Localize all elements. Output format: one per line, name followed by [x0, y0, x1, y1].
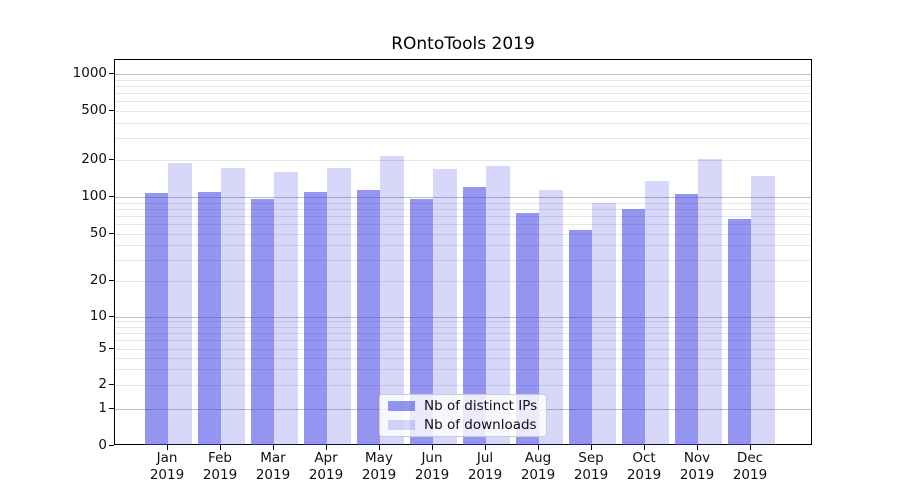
bar-downloads	[327, 168, 351, 445]
y-tick-label: 10	[89, 307, 107, 324]
gridline-minor	[115, 122, 811, 124]
gridline-major	[115, 74, 811, 75]
gridline-minor	[115, 85, 811, 87]
x-tick-mark	[167, 445, 168, 450]
x-tick-label: Jul 2019	[467, 450, 503, 483]
bar-distinct-ips	[621, 209, 645, 445]
bar-distinct-ips	[462, 187, 486, 445]
x-tick-mark	[538, 445, 539, 450]
bar-distinct-ips	[727, 218, 751, 445]
y-tick-label: 20	[89, 272, 107, 288]
gridline-minor	[115, 79, 811, 81]
y-tick-mark	[109, 407, 114, 409]
bar-distinct-ips	[674, 194, 698, 445]
bar-downloads	[274, 171, 298, 445]
x-tick-label: Feb 2019	[202, 450, 238, 483]
x-tick-label: Jan 2019	[149, 450, 185, 483]
bar-downloads	[168, 163, 192, 445]
y-tick-label: 0	[98, 437, 107, 453]
ips-swatch	[388, 401, 415, 411]
x-tick-label: Mar 2019	[255, 450, 291, 483]
x-tick-mark	[750, 445, 751, 450]
gridline-minor	[115, 101, 811, 103]
y-tick-mark	[109, 384, 114, 385]
y-tick-mark	[109, 280, 114, 281]
x-tick-mark	[273, 445, 274, 450]
y-tick-mark	[109, 159, 114, 160]
bar-distinct-ips	[303, 192, 327, 445]
bar-downloads	[486, 165, 510, 445]
downloads-swatch	[388, 420, 415, 430]
y-tick-label: 1	[98, 399, 107, 416]
legend-row: Nb of downloads	[388, 417, 538, 433]
y-tick-label: 500	[81, 102, 107, 118]
y-tick-mark	[109, 348, 114, 349]
bar-downloads	[221, 168, 245, 445]
x-tick-mark	[485, 445, 486, 450]
bar-downloads	[433, 169, 457, 445]
bar-downloads	[592, 202, 616, 445]
y-tick-label: 5	[98, 340, 107, 356]
x-tick-mark	[644, 445, 645, 450]
gridline-minor	[115, 93, 811, 95]
x-tick-label: Dec 2019	[732, 450, 768, 483]
y-tick-mark	[109, 73, 114, 74]
legend: Nb of distinct IPs Nb of downloads	[379, 394, 547, 437]
legend-row: Nb of distinct IPs	[388, 398, 538, 414]
y-tick-mark	[109, 315, 114, 317]
x-tick-mark	[220, 445, 221, 450]
bar-distinct-ips	[409, 199, 433, 445]
y-tick-label: 2	[98, 376, 107, 392]
gridline-minor	[115, 160, 811, 161]
y-tick-label: 200	[81, 151, 107, 167]
x-tick-mark	[697, 445, 698, 450]
x-tick-mark	[432, 445, 433, 450]
y-tick-mark	[109, 445, 114, 446]
y-tick-mark	[109, 196, 114, 197]
x-tick-label: Aug 2019	[520, 450, 556, 483]
bar-downloads	[645, 180, 669, 445]
x-tick-mark	[591, 445, 592, 450]
bar-downloads	[698, 159, 722, 445]
x-tick-label: Jun 2019	[414, 450, 450, 483]
bar-distinct-ips	[144, 193, 168, 445]
y-tick-label: 1000	[72, 65, 107, 81]
bar-downloads	[539, 190, 563, 445]
bar-distinct-ips	[515, 212, 539, 445]
y-tick-label: 50	[89, 224, 107, 241]
x-tick-mark	[326, 445, 327, 450]
x-tick-label: Sep 2019	[573, 450, 609, 483]
bar-distinct-ips	[250, 198, 274, 445]
gridline-minor	[115, 138, 811, 140]
legend-label: Nb of downloads	[424, 417, 537, 433]
y-tick-label: 100	[81, 188, 107, 204]
x-tick-label: May 2019	[361, 450, 397, 483]
bar-downloads	[380, 155, 404, 445]
x-tick-label: Nov 2019	[679, 450, 715, 483]
plot-area	[114, 59, 812, 445]
y-tick-mark	[109, 110, 114, 111]
x-tick-label: Oct 2019	[626, 450, 662, 483]
chart-title: ROntoTools 2019	[391, 34, 535, 54]
bar-distinct-ips	[356, 190, 380, 445]
gridline-minor	[115, 111, 811, 112]
bar-downloads	[751, 176, 775, 445]
bar-distinct-ips	[568, 230, 592, 445]
y-tick-mark	[109, 232, 114, 234]
bar-distinct-ips	[197, 191, 221, 445]
legend-label: Nb of distinct IPs	[424, 398, 538, 414]
x-tick-mark	[379, 445, 380, 450]
x-tick-label: Apr 2019	[308, 450, 344, 483]
